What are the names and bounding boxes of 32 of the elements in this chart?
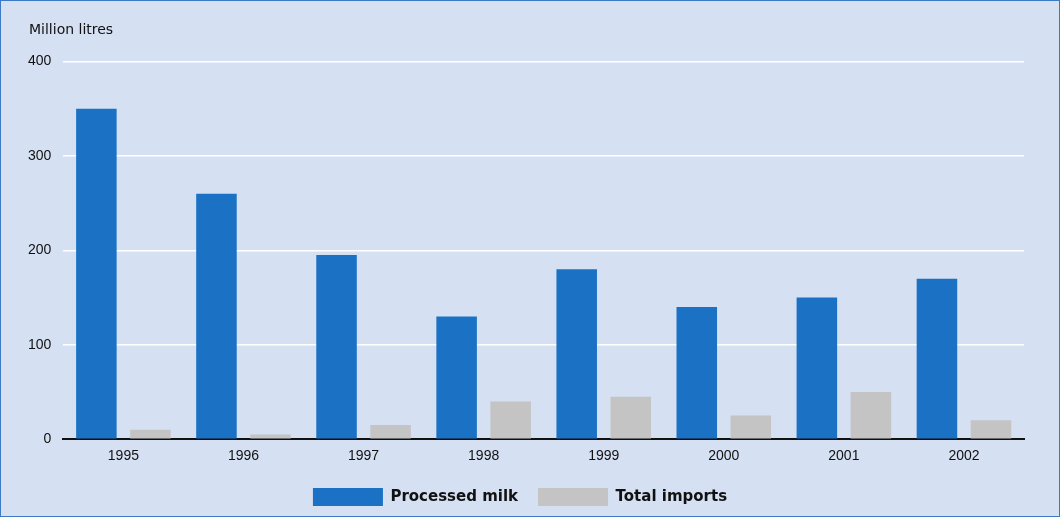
y-axis-title: Million litres (29, 21, 114, 37)
x-tick-label: 1995 (107, 447, 140, 464)
bar (730, 415, 772, 439)
bar (676, 306, 718, 439)
x-tick-label: 1997 (347, 447, 380, 464)
x-tick-label: 2001 (828, 447, 860, 464)
bar (970, 420, 1012, 439)
bar (796, 297, 838, 439)
bar (76, 108, 117, 439)
bar (250, 434, 291, 439)
y-tick-label: 200 (28, 241, 52, 258)
legend-label: Processed milk (390, 486, 520, 505)
bar (850, 391, 892, 439)
bar (490, 401, 531, 439)
y-tick-label: 300 (28, 146, 52, 163)
x-tick-label: 2002 (948, 447, 980, 464)
bar (916, 278, 958, 439)
bar (196, 193, 237, 439)
y-tick-label: 0 (43, 430, 52, 447)
bar (610, 396, 651, 439)
x-tick-label: 1999 (588, 447, 620, 464)
x-tick-label: 1996 (227, 447, 260, 464)
legend-label: Total imports (615, 486, 728, 505)
bar (370, 425, 411, 439)
bar (316, 255, 357, 439)
x-tick-label: 1998 (468, 447, 500, 464)
y-tick-label: 400 (28, 52, 52, 69)
bar (436, 316, 477, 439)
bar (556, 269, 597, 439)
y-tick-label: 100 (28, 335, 52, 352)
bar (130, 429, 171, 439)
x-tick-label: 2000 (708, 447, 740, 464)
